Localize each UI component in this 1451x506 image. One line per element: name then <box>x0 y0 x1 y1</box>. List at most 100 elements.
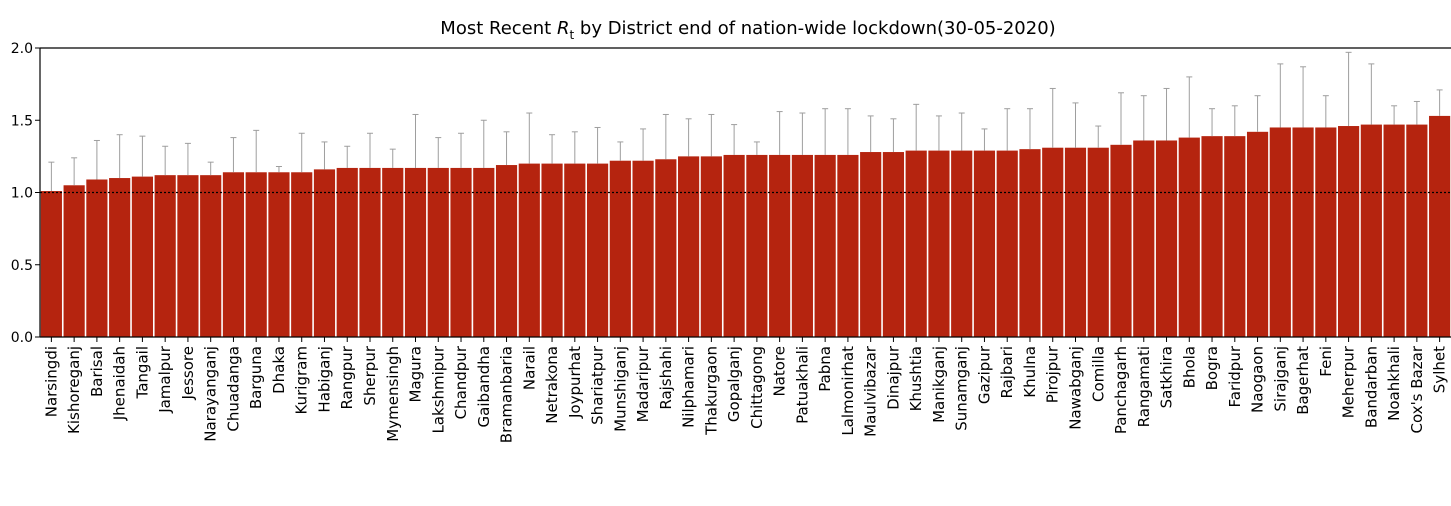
bar-gopalganj <box>723 154 745 337</box>
x-tick-label: Bogra <box>1203 346 1221 390</box>
bar-gazipur <box>973 150 996 337</box>
x-tick-label: Dhaka <box>270 346 288 394</box>
bar-bogra <box>1201 136 1223 337</box>
bar-comilla <box>1087 147 1109 337</box>
x-tick-label: Comilla <box>1089 346 1107 402</box>
bar-sylhet <box>1429 115 1451 337</box>
x-tick-label: Manikganj <box>930 346 948 423</box>
x-tick-label: Thakurgaon <box>702 346 720 436</box>
x-tick-label: Gaibandha <box>475 346 493 427</box>
bar-chuadanga <box>222 172 245 337</box>
bar-barguna <box>245 172 267 337</box>
x-tick-label: Habiganj <box>315 346 333 413</box>
x-tick-label: Chittagong <box>748 346 766 429</box>
x-tick-label: Natore <box>771 346 789 397</box>
bar-satkhira <box>1155 140 1178 337</box>
bar-chittagong <box>746 154 768 337</box>
x-tick-label: Shariatpur <box>589 345 607 425</box>
x-tick-label: Rajbari <box>998 346 1016 399</box>
bar-bandarban <box>1360 124 1382 338</box>
bar-rajbari <box>996 150 1018 337</box>
x-tick-label: Bramanbaria <box>498 346 516 443</box>
bar-netrakona <box>541 163 563 337</box>
bar-shariatpur <box>586 163 609 337</box>
bar-maulvibazar <box>860 152 882 337</box>
error-bars-layer <box>48 51 1443 192</box>
bar-thakurgaon <box>700 156 722 337</box>
x-tick-label: Magura <box>407 346 425 403</box>
bar-kurigram <box>291 172 313 337</box>
x-tick-label: Gopalganj <box>725 346 743 422</box>
x-tick-label: Dinajpur <box>884 345 902 410</box>
bar-magura <box>404 167 427 337</box>
x-tick-label: Joypurhat <box>566 346 584 419</box>
x-tick-label: Chuadanga <box>224 346 242 432</box>
x-tick-label: Narsingdi <box>42 346 60 417</box>
bar-rangpur <box>336 167 358 337</box>
x-tick-label: Khushtia <box>907 346 925 411</box>
bar-noahkhali <box>1383 124 1405 338</box>
x-tick-label: Jamalpur <box>156 345 174 414</box>
bar-bagerhat <box>1292 127 1314 337</box>
x-tick-label: Bandarban <box>1362 346 1380 428</box>
bar-faridpur <box>1224 136 1246 337</box>
bar-barisal <box>86 179 108 337</box>
x-tick-label: Meherpur <box>1340 345 1358 418</box>
bar-jessore <box>177 175 199 337</box>
x-tick-label: Patuakhali <box>793 346 811 424</box>
bar-sherpur <box>359 167 381 337</box>
bar-tangail <box>131 176 153 337</box>
bar-narail <box>518 163 540 337</box>
bar-mymensingh <box>382 167 404 337</box>
bar-rangamati <box>1133 140 1155 337</box>
bar-munshiganj <box>609 160 631 337</box>
x-tick-label: Pirojpur <box>1044 345 1062 403</box>
bar-habiganj <box>313 169 336 337</box>
chart-title: Most Recent Rt by District end of nation… <box>440 18 1055 42</box>
bar-pabna <box>814 154 836 337</box>
bar-kishoreganj <box>63 185 85 337</box>
x-tick-label: Lalmonirhat <box>839 346 857 436</box>
bar-manikganj <box>928 150 950 337</box>
x-tick-label: Munshiganj <box>611 346 629 432</box>
bar-narsingdi <box>40 191 62 337</box>
x-tick-label: Noahkhali <box>1385 346 1403 421</box>
x-tick-label: Pabna <box>816 346 834 392</box>
x-tick-label: Lakshmipur <box>429 345 447 433</box>
x-tick-label: Jessore <box>179 346 197 401</box>
x-tick-label: Narail <box>520 346 538 390</box>
bar-bramanbaria <box>495 165 518 337</box>
bar-dinajpur <box>882 152 905 337</box>
x-tick-label: Sunamganj <box>953 346 971 431</box>
x-tick-label: Sirajganj <box>1271 346 1289 412</box>
bar-bhola <box>1178 137 1200 337</box>
x-tick-label: Kurigram <box>293 346 311 414</box>
bar-madaripur <box>632 160 654 337</box>
x-tick-label: Satkhira <box>1158 346 1176 408</box>
x-tick-label: Sylhet <box>1431 346 1449 393</box>
x-tick-label: Nawabganj <box>1066 346 1084 430</box>
y-tick-label: 2.0 <box>11 41 33 57</box>
bar-rajshahi <box>655 159 677 337</box>
x-tick-label: Madaripur <box>634 345 652 422</box>
bars-layer <box>40 115 1451 338</box>
bar-feni <box>1315 127 1337 337</box>
x-tick-label: Khulna <box>1021 346 1039 398</box>
x-tick-label: Jhenaidah <box>111 346 129 421</box>
x-tick-label: Tangail <box>133 346 151 399</box>
bar-dhaka <box>268 172 290 337</box>
x-tick-label: Barguna <box>247 346 265 409</box>
x-tick-label: Mymensingh <box>384 346 402 442</box>
x-tick-label: Chandpur <box>452 345 470 419</box>
bar-meherpur <box>1338 126 1360 337</box>
bar-cox-s-bazar <box>1406 124 1428 338</box>
y-ticks-layer: 0.0 0.5 1.0 1.5 2.0 <box>11 41 40 346</box>
x-tick-label: Gazipur <box>975 345 993 404</box>
bar-jamalpur <box>154 175 176 337</box>
x-tick-label: Kishoreganj <box>65 346 83 434</box>
x-ticks-layer: Narsingdi Kishoreganj Barisal Jhenaidah Tang… <box>42 337 1449 443</box>
bar-sirajganj <box>1269 127 1291 337</box>
bar-nawabganj <box>1064 147 1087 337</box>
